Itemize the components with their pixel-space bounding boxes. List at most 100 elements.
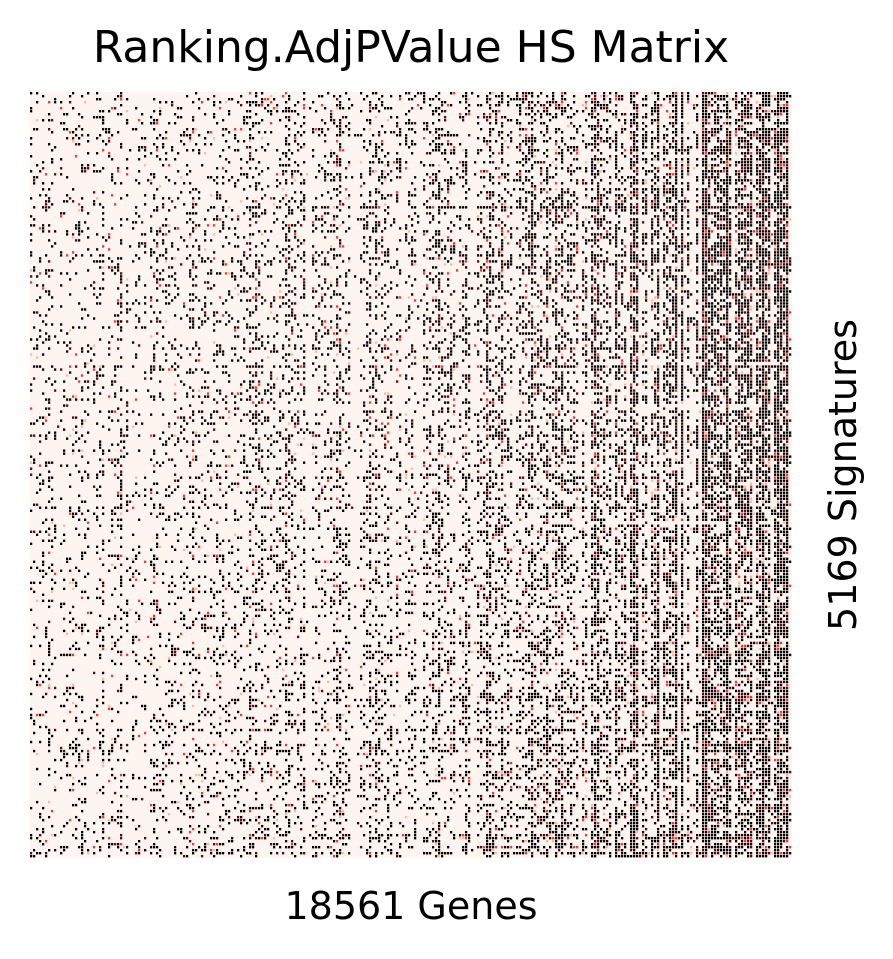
heatmap-cell [387, 290, 390, 293]
heatmap-cell [591, 266, 594, 269]
heatmap-cell [777, 224, 780, 227]
heatmap-cell [429, 221, 432, 224]
heatmap-cell [729, 254, 732, 257]
heatmap-cell [777, 236, 780, 239]
heatmap-cell [234, 149, 237, 152]
heatmap-cell [597, 263, 600, 266]
heatmap-cell [285, 284, 288, 287]
heatmap-cell [555, 275, 558, 278]
heatmap-cell [54, 98, 57, 101]
heatmap-cell [159, 227, 162, 230]
heatmap-cell [432, 179, 435, 182]
heatmap-cell [246, 176, 249, 179]
heatmap-cell [438, 221, 441, 224]
heatmap-cell [741, 164, 744, 167]
heatmap-cell [480, 221, 483, 224]
heatmap-cell [681, 215, 684, 218]
heatmap-cell [729, 227, 732, 230]
heatmap-cell [231, 260, 234, 263]
heatmap-cell [477, 287, 480, 290]
heatmap-cell [759, 200, 762, 203]
heatmap-cell [411, 218, 414, 221]
heatmap-cell [531, 137, 534, 140]
heatmap-cell [660, 227, 663, 230]
heatmap-cell [645, 137, 648, 140]
heatmap-cell [747, 254, 750, 257]
heatmap-cell [762, 233, 765, 236]
heatmap-cell [246, 206, 249, 209]
heatmap-cell [657, 281, 660, 284]
heatmap-cell [345, 281, 348, 284]
heatmap-cell [717, 164, 720, 167]
heatmap-cell [258, 206, 261, 209]
heatmap-cell [780, 164, 783, 167]
heatmap-cell [48, 230, 51, 233]
heatmap-cell [285, 164, 288, 167]
heatmap-cell [774, 98, 777, 101]
heatmap-cell [606, 260, 609, 263]
heatmap-cell [717, 155, 720, 158]
heatmap-cell [741, 212, 744, 215]
heatmap-cell [489, 122, 492, 125]
heatmap-cell [294, 191, 297, 194]
heatmap-cell [723, 167, 726, 170]
heatmap-cell [744, 266, 747, 269]
heatmap-cell [720, 224, 723, 227]
heatmap-cell [711, 170, 714, 173]
heatmap-cell [600, 236, 603, 239]
heatmap-cell [786, 260, 789, 263]
heatmap-cell [762, 203, 765, 206]
heatmap-cell [444, 245, 447, 248]
heatmap-cell [438, 284, 441, 287]
heatmap-cell [552, 98, 555, 101]
heatmap-cell [438, 191, 441, 194]
heatmap-cell [708, 197, 711, 200]
heatmap-cell [705, 98, 708, 101]
heatmap-cell [720, 200, 723, 203]
heatmap-cell [372, 206, 375, 209]
heatmap-cell [597, 290, 600, 293]
heatmap-cell [651, 236, 654, 239]
heatmap-cell [537, 218, 540, 221]
heatmap-cell [669, 230, 672, 233]
heatmap-cell [756, 113, 759, 116]
heatmap-cell [570, 194, 573, 197]
heatmap-cell [474, 173, 477, 176]
heatmap-cell [312, 257, 315, 260]
heatmap-cell [687, 215, 690, 218]
heatmap-cell [774, 266, 777, 269]
heatmap-cell [441, 248, 444, 251]
heatmap-cell [573, 290, 576, 293]
heatmap-cell [786, 134, 789, 137]
heatmap-cell [498, 275, 501, 278]
heatmap-cell [762, 170, 765, 173]
heatmap-cell [648, 170, 651, 173]
heatmap-cell [768, 134, 771, 137]
heatmap-cell [225, 140, 228, 143]
heatmap-cell [561, 158, 564, 161]
heatmap-cell [318, 128, 321, 131]
heatmap-cell [99, 293, 102, 296]
heatmap-cell [786, 251, 789, 254]
heatmap-cell [531, 200, 534, 203]
heatmap-cell [447, 191, 450, 194]
heatmap-cell [645, 125, 648, 128]
heatmap-cell [666, 188, 669, 191]
heatmap-cell [756, 101, 759, 104]
heatmap-cell [261, 188, 264, 191]
heatmap-cell [636, 212, 639, 215]
heatmap-cell [477, 152, 480, 155]
heatmap-cell [735, 182, 738, 185]
heatmap-cell [336, 266, 339, 269]
heatmap-cell [714, 152, 717, 155]
heatmap-cell [756, 212, 759, 215]
heatmap-cell [636, 227, 639, 230]
heatmap-cell [267, 260, 270, 263]
heatmap-cell [510, 278, 513, 281]
heatmap-cell [675, 158, 678, 161]
heatmap-cell [669, 221, 672, 224]
heatmap-cell [717, 227, 720, 230]
heatmap-cell [78, 221, 81, 224]
heatmap-cell [63, 122, 66, 125]
heatmap-cell [156, 146, 159, 149]
